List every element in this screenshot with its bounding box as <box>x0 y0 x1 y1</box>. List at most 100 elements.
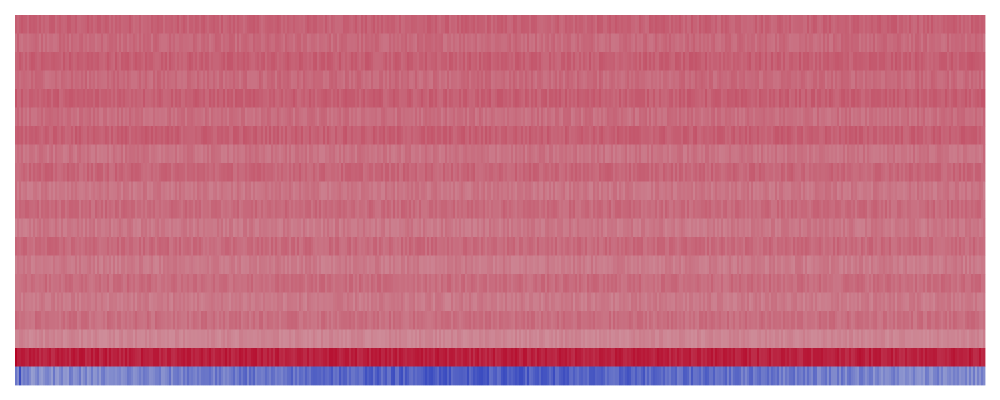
heatmap-cell <box>127 15 130 34</box>
heatmap-cell <box>769 89 772 108</box>
heatmap-cell <box>339 107 342 127</box>
heatmap-cell <box>951 89 954 108</box>
heatmap-cell <box>319 163 322 182</box>
heatmap-cell <box>921 126 924 145</box>
heatmap-cell <box>461 181 464 201</box>
heatmap-cell <box>391 126 394 145</box>
heatmap-cell <box>277 200 280 219</box>
heatmap-cell <box>417 89 420 108</box>
heatmap-cell <box>47 200 50 219</box>
heatmap-cell <box>507 144 510 164</box>
heatmap-cell <box>29 52 32 71</box>
heatmap-cell <box>25 15 28 34</box>
heatmap-cell <box>371 126 374 145</box>
heatmap-cell <box>89 52 92 71</box>
heatmap-cell <box>781 33 784 53</box>
heatmap-cell <box>149 126 152 145</box>
heatmap-cell <box>65 126 68 145</box>
heatmap-cell <box>323 107 326 127</box>
heatmap-cell <box>607 144 610 164</box>
heatmap-cell <box>63 70 66 90</box>
heatmap-cell <box>23 52 26 71</box>
heatmap-cell <box>957 70 960 90</box>
heatmap-cell <box>891 33 894 53</box>
heatmap-cell <box>271 200 274 219</box>
heatmap-cell <box>981 89 984 108</box>
heatmap-cell <box>399 126 402 145</box>
heatmap-cell <box>953 163 956 182</box>
heatmap-cell <box>213 15 216 34</box>
heatmap-cell <box>229 70 232 90</box>
heatmap-cell <box>261 70 264 90</box>
heatmap-cell <box>29 200 32 219</box>
heatmap-cell <box>359 33 362 53</box>
heatmap-cell <box>551 126 554 145</box>
heatmap-cell <box>809 52 812 71</box>
heatmap-cell <box>269 52 272 71</box>
heatmap-cell <box>323 70 326 90</box>
heatmap-cell <box>805 89 808 108</box>
heatmap-cell <box>947 15 950 34</box>
heatmap-cell <box>431 163 434 182</box>
heatmap-cell <box>867 52 870 71</box>
heatmap-cell <box>735 181 738 201</box>
heatmap-cell <box>849 15 852 34</box>
heatmap-cell <box>947 181 950 201</box>
heatmap-cell <box>723 181 726 201</box>
heatmap-cell <box>739 33 742 53</box>
heatmap-cell <box>717 33 720 53</box>
heatmap-cell <box>45 33 48 53</box>
heatmap-cell <box>709 70 712 90</box>
heatmap-cell <box>217 200 220 219</box>
heatmap-cell <box>451 15 454 34</box>
heatmap-cell <box>627 163 630 182</box>
heatmap-cell <box>889 89 892 108</box>
heatmap-cell <box>757 33 760 53</box>
heatmap-cell <box>839 70 842 90</box>
heatmap-cell <box>979 163 982 182</box>
heatmap-cell <box>909 181 912 201</box>
heatmap-cell <box>523 15 526 34</box>
heatmap-cell <box>603 144 606 164</box>
heatmap-cell <box>741 33 744 53</box>
heatmap-cell <box>481 70 484 90</box>
heatmap-cell <box>357 33 360 53</box>
heatmap-cell <box>891 163 894 182</box>
heatmap-cell <box>297 163 300 182</box>
heatmap-cell <box>847 33 850 53</box>
heatmap-cell <box>907 89 910 108</box>
heatmap-cell <box>727 144 730 164</box>
heatmap-cell <box>655 163 658 182</box>
heatmap-cell <box>155 144 158 164</box>
heatmap-cell <box>75 70 78 90</box>
heatmap-cell <box>153 89 156 108</box>
heatmap-cell <box>77 144 80 164</box>
heatmap-cell <box>447 89 450 108</box>
heatmap-cell <box>363 52 366 71</box>
heatmap-cell <box>617 163 620 182</box>
heatmap-cell <box>23 70 26 90</box>
heatmap-cell <box>817 52 820 71</box>
heatmap-cell <box>195 52 198 71</box>
heatmap-cell <box>495 33 498 53</box>
heatmap-cell <box>473 70 476 90</box>
heatmap-cell <box>81 52 84 71</box>
heatmap-cell <box>935 15 938 34</box>
heatmap-cell <box>851 15 854 34</box>
heatmap-cell <box>569 144 572 164</box>
heatmap-cell <box>231 181 234 201</box>
heatmap-cell <box>291 181 294 201</box>
heatmap-cell <box>935 163 938 182</box>
heatmap-cell <box>473 163 476 182</box>
heatmap-cell <box>247 15 250 34</box>
heatmap-cell <box>443 181 446 201</box>
heatmap-cell <box>983 107 986 127</box>
heatmap-cell <box>651 52 654 71</box>
heatmap-cell <box>447 144 450 164</box>
heatmap-cell <box>195 126 198 145</box>
heatmap-cell <box>299 89 302 108</box>
heatmap-cell <box>897 89 900 108</box>
heatmap-cell <box>837 163 840 182</box>
heatmap-cell <box>415 181 418 201</box>
heatmap-cell <box>751 107 754 127</box>
